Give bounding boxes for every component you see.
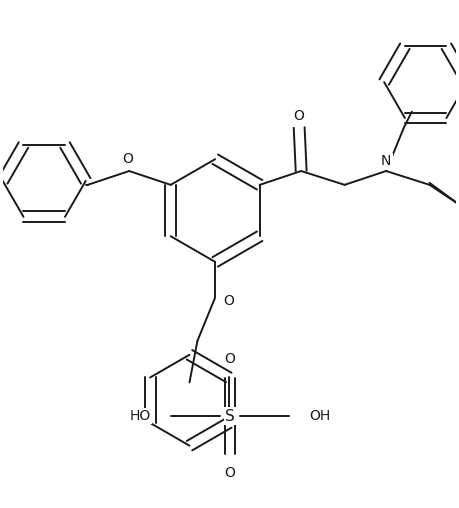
Text: HO: HO [130,409,151,423]
Text: N: N [381,154,392,168]
Text: OH: OH [309,409,330,423]
Text: O: O [294,109,305,123]
Text: O: O [224,352,235,366]
Text: O: O [224,466,235,480]
Text: S: S [225,408,235,424]
Text: O: O [122,152,133,166]
Text: O: O [224,295,235,308]
